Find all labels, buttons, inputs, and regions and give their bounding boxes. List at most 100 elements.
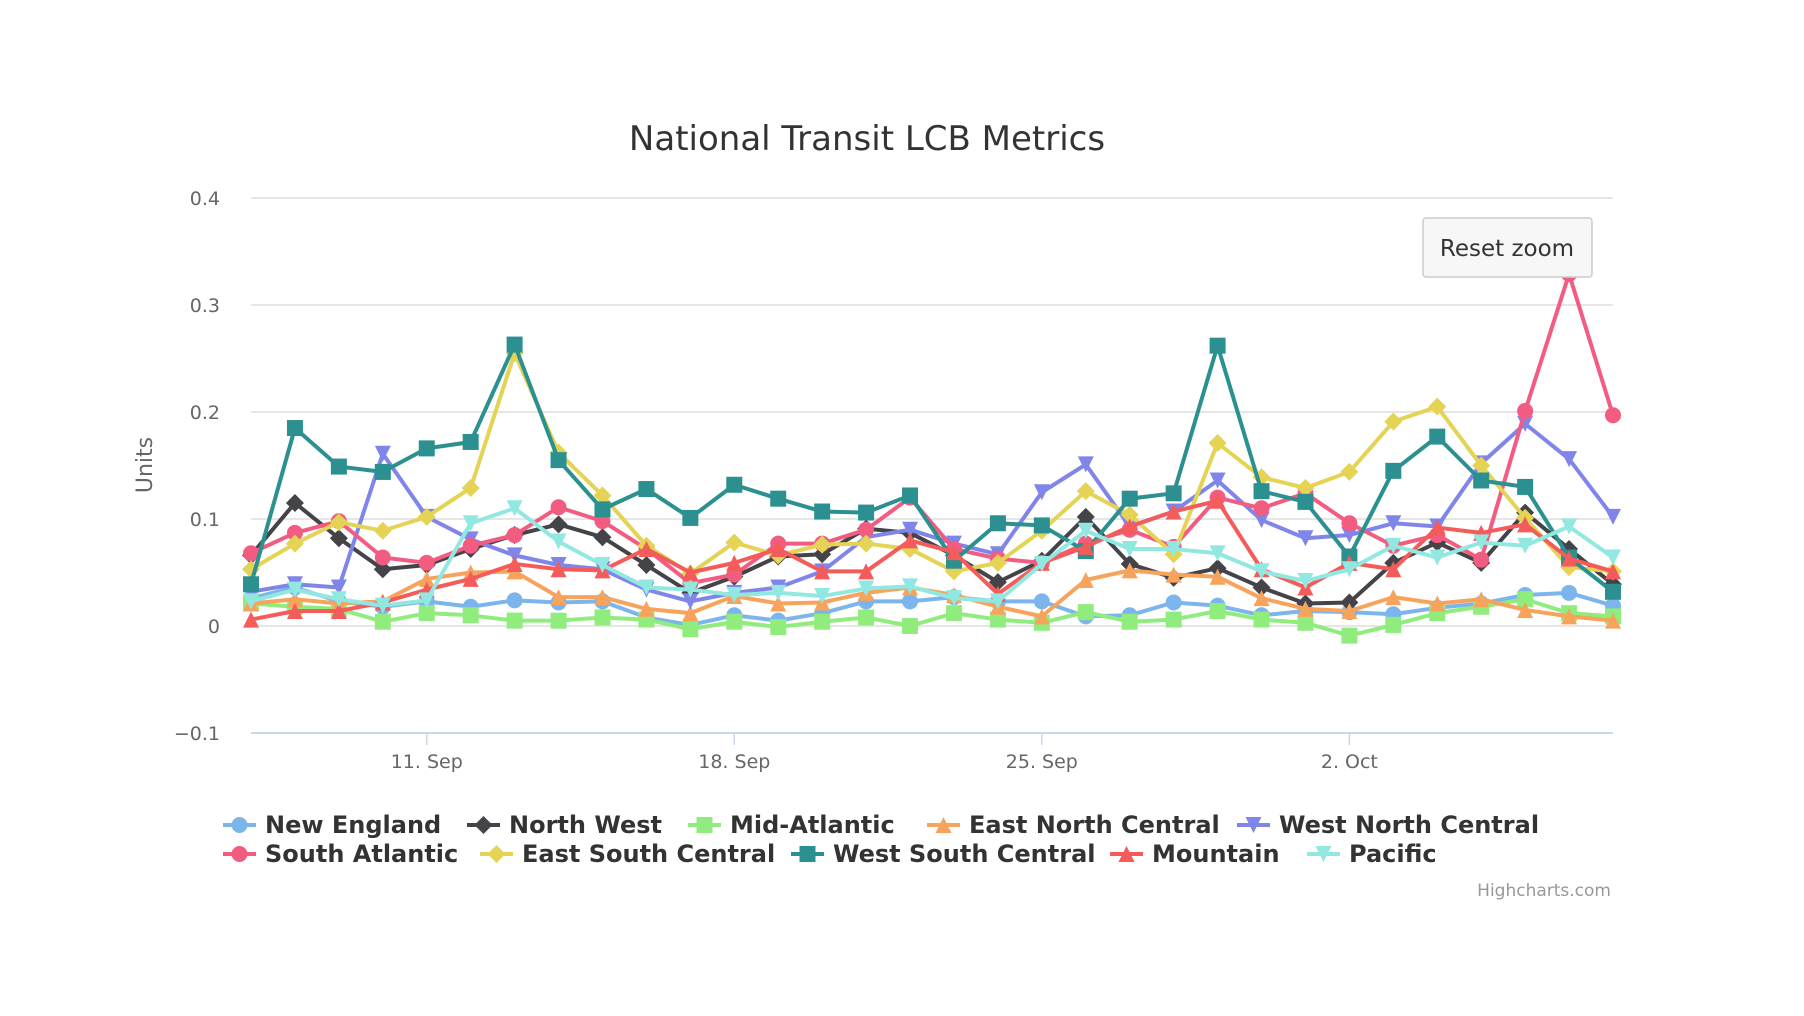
- legend-item[interactable]: North West: [467, 811, 662, 839]
- series-new-england[interactable]: [243, 579, 1621, 633]
- diamond-marker: [1076, 507, 1095, 526]
- square-marker: [1209, 337, 1226, 354]
- legend: New England North West Mid-Atlantic East No…: [223, 811, 1539, 868]
- legend-label: Mountain: [1152, 840, 1280, 868]
- triangle-down-marker: [1605, 549, 1621, 566]
- legend-item[interactable]: East South Central: [480, 840, 775, 868]
- circle-marker: [1605, 407, 1621, 424]
- y-tick-label: 0.3: [190, 295, 220, 317]
- series-line: [250, 506, 1615, 608]
- reset-zoom-button[interactable]: Reset zoom: [1422, 217, 1593, 278]
- triangle-marker: [1473, 591, 1490, 608]
- triangle-marker: [286, 591, 303, 608]
- square-marker: [858, 504, 875, 521]
- legend-item[interactable]: East North Central: [927, 811, 1220, 839]
- triangle-down-marker: [1385, 515, 1402, 532]
- x-tick-label: 2. Oct: [1321, 751, 1378, 773]
- series-group: [242, 265, 1622, 644]
- triangle-marker: [1253, 590, 1270, 607]
- square-marker: [726, 476, 743, 493]
- triangle-marker: [682, 605, 699, 622]
- triangle-down-marker: [1605, 508, 1621, 525]
- square-marker: [1385, 616, 1402, 633]
- legend-label: West North Central: [1279, 811, 1539, 839]
- legend-item[interactable]: West North Central: [1237, 811, 1539, 839]
- series-west-south-central[interactable]: [243, 336, 1621, 600]
- triangle-marker: [1561, 550, 1578, 567]
- triangle-marker: [1605, 612, 1621, 629]
- diamond-marker: [593, 528, 612, 547]
- diamond-marker: [1472, 456, 1491, 475]
- legend-item[interactable]: Mid-Atlantic: [688, 811, 895, 839]
- square-marker: [638, 481, 655, 498]
- triangle-marker: [682, 564, 699, 581]
- triangle-down-marker: [726, 586, 743, 603]
- square-marker: [696, 817, 713, 833]
- diamond-marker: [373, 560, 392, 579]
- grid-lines: [251, 197, 1613, 734]
- triangle-marker: [550, 561, 567, 578]
- square-marker: [506, 612, 523, 629]
- triangle-down-marker: [858, 580, 875, 597]
- square-marker: [1385, 462, 1402, 479]
- triangle-marker: [1209, 568, 1226, 585]
- triangle-down-marker: [594, 557, 611, 574]
- series-pacific[interactable]: [243, 500, 1621, 614]
- diamond-marker: [1252, 578, 1271, 597]
- triangle-marker: [638, 600, 655, 617]
- circle-marker: [231, 846, 248, 862]
- square-marker: [945, 605, 962, 622]
- triangle-marker: [1385, 561, 1402, 578]
- triangle-down-marker: [814, 588, 831, 605]
- triangle-down-marker: [1561, 451, 1578, 468]
- triangle-marker: [1209, 492, 1226, 509]
- circle-marker: [506, 592, 523, 609]
- triangle-down-marker: [902, 521, 919, 538]
- square-marker: [594, 609, 611, 626]
- square-marker: [1165, 485, 1182, 502]
- triangle-marker: [814, 563, 831, 580]
- credits-link[interactable]: Highcharts.com: [1477, 881, 1611, 901]
- circle-marker: [462, 537, 479, 554]
- diamond-marker: [1296, 478, 1315, 497]
- legend-label: East South Central: [522, 840, 775, 868]
- y-tick-label: 0.2: [190, 402, 220, 424]
- triangle-marker: [1517, 516, 1534, 533]
- legend-item[interactable]: Mountain: [1110, 840, 1280, 868]
- legend-label: Mid-Atlantic: [730, 811, 895, 839]
- legend-item[interactable]: South Atlantic: [223, 840, 458, 868]
- y-tick-label: 0.4: [190, 188, 220, 210]
- circle-marker: [858, 521, 875, 538]
- diamond-marker: [285, 534, 304, 553]
- triangle-down-marker: [462, 515, 479, 532]
- triangle-marker: [1517, 601, 1534, 618]
- circle-marker: [418, 554, 435, 571]
- circle-marker: [1033, 593, 1050, 610]
- circle-marker: [1561, 584, 1578, 601]
- series-line: [250, 498, 1614, 622]
- square-marker: [1077, 604, 1094, 621]
- legend-item[interactable]: Pacific: [1307, 840, 1437, 868]
- triangle-down-marker: [1121, 540, 1138, 557]
- circle-marker: [506, 527, 523, 544]
- triangle-down-marker: [506, 500, 523, 517]
- circle-marker: [1473, 551, 1490, 568]
- triangle-down-marker: [1429, 549, 1446, 566]
- diamond-marker: [988, 573, 1007, 592]
- triangle-down-marker: [1253, 512, 1270, 529]
- legend-item[interactable]: New England: [223, 811, 441, 839]
- triangle-down-marker: [902, 578, 919, 595]
- circle-marker: [231, 817, 248, 833]
- series-east-south-central[interactable]: [242, 344, 1622, 583]
- triangle-marker: [1561, 608, 1578, 625]
- triangle-down-marker: [1033, 555, 1050, 572]
- legend-item[interactable]: West South Central: [791, 840, 1096, 868]
- triangle-down-marker: [1385, 537, 1402, 554]
- circle-marker: [374, 549, 391, 566]
- triangle-marker: [506, 555, 523, 572]
- diamond-marker: [373, 521, 392, 540]
- square-marker: [770, 490, 787, 507]
- triangle-down-marker: [1341, 527, 1358, 544]
- triangle-marker: [243, 611, 259, 628]
